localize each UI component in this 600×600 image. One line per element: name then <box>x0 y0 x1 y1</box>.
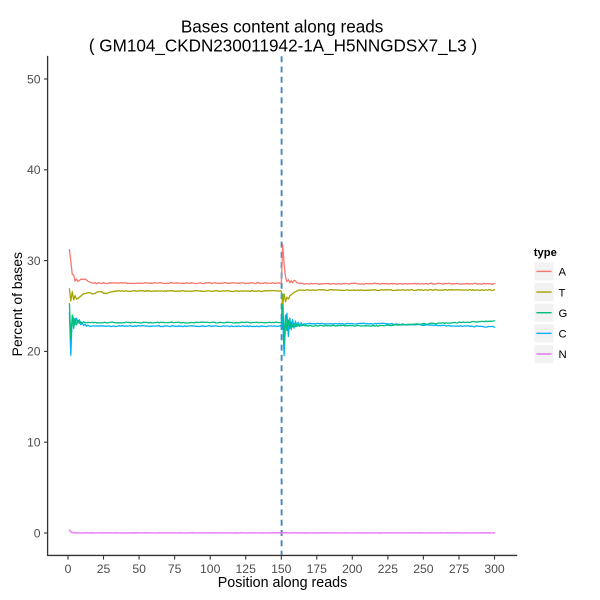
svg-text:225: 225 <box>378 562 399 576</box>
svg-text:75: 75 <box>168 562 182 576</box>
svg-text:150: 150 <box>271 562 292 576</box>
svg-text:Bases content along reads: Bases content along reads <box>181 18 383 37</box>
svg-text:C: C <box>559 329 567 341</box>
svg-text:50: 50 <box>27 72 41 86</box>
svg-text:A: A <box>559 267 567 279</box>
svg-text:40: 40 <box>27 163 41 177</box>
svg-text:0: 0 <box>34 526 41 540</box>
svg-text:200: 200 <box>342 562 363 576</box>
svg-text:N: N <box>559 349 567 361</box>
svg-text:175: 175 <box>307 562 328 576</box>
svg-text:0: 0 <box>65 562 72 576</box>
svg-text:20: 20 <box>27 345 41 359</box>
svg-text:50: 50 <box>132 562 146 576</box>
svg-text:Position along reads: Position along reads <box>218 575 348 591</box>
svg-text:30: 30 <box>27 254 41 268</box>
svg-text:10: 10 <box>27 436 41 450</box>
svg-text:250: 250 <box>413 562 434 576</box>
svg-text:100: 100 <box>200 562 221 576</box>
svg-text:25: 25 <box>97 562 111 576</box>
svg-text:G: G <box>559 308 568 320</box>
svg-text:( GM104_CKDN230011942-1A_H5NNG: ( GM104_CKDN230011942-1A_H5NNGDSX7_L3 ) <box>89 36 477 55</box>
svg-text:Percent of bases: Percent of bases <box>9 252 25 356</box>
svg-text:275: 275 <box>449 562 470 576</box>
svg-text:125: 125 <box>236 562 257 576</box>
svg-text:type: type <box>534 247 557 259</box>
svg-text:T: T <box>559 287 566 299</box>
svg-text:300: 300 <box>484 562 505 576</box>
